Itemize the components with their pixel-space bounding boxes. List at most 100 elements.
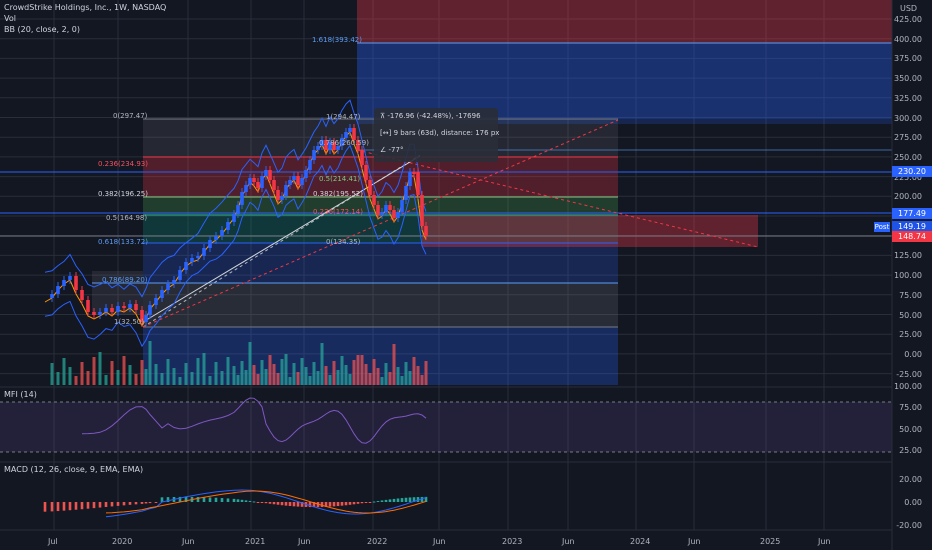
candle-body — [376, 205, 380, 215]
volume-bar — [256, 374, 260, 385]
volume-bar — [412, 357, 416, 385]
candle-body — [276, 190, 280, 200]
candle-body — [214, 236, 218, 240]
fib-zone-red — [143, 157, 618, 197]
price-tick: 75.00 — [899, 290, 922, 300]
candle-body — [248, 178, 252, 185]
volume-bar — [380, 377, 384, 385]
macd-histogram-bar — [296, 502, 300, 507]
candle-body — [396, 212, 400, 218]
macd-histogram-bar — [202, 497, 206, 502]
macd-histogram-bar — [140, 502, 144, 504]
price-badge-230: 230.20 — [892, 166, 932, 177]
volume-bar — [104, 375, 108, 385]
candle-body — [404, 186, 408, 200]
volume-bar — [376, 368, 380, 385]
macd-histogram-bar — [412, 497, 416, 502]
fib-zone-green — [143, 197, 618, 215]
volume-bar — [348, 374, 352, 385]
candle-body — [202, 248, 206, 256]
macd-histogram-bar — [196, 497, 200, 502]
macd-histogram-bar — [352, 502, 356, 505]
macd-histogram-bar — [324, 502, 328, 507]
macd-histogram-bar — [404, 497, 408, 502]
volume-bar — [68, 367, 72, 385]
candle-body — [172, 280, 176, 284]
macd-histogram-bar — [268, 502, 272, 504]
volume-bar — [268, 355, 272, 385]
fib-small-label-0: 0(134.35) — [326, 238, 361, 246]
mfi-legend[interactable]: MFI (14) — [4, 390, 37, 399]
candle-body — [56, 286, 60, 294]
volume-bar — [172, 368, 176, 385]
price-tick: 325.00 — [894, 93, 922, 103]
volume-bar — [396, 367, 400, 385]
macd-histogram-bar — [208, 497, 212, 502]
candle-body — [360, 150, 364, 165]
candle-body — [332, 142, 336, 150]
bollinger-legend[interactable]: BB (20, close, 2, 0) — [4, 25, 80, 34]
macd-histogram-bar — [144, 502, 148, 504]
fib-label-0618: 0.618(133.72) — [98, 238, 148, 246]
macd-histogram-bar — [356, 502, 360, 504]
macd-histogram-bar — [50, 502, 54, 512]
macd-histogram-bar — [184, 496, 188, 502]
volume-bar — [74, 376, 78, 385]
price-tick: 375.00 — [894, 54, 922, 64]
currency-label: USD — [900, 4, 918, 13]
fib-label-0236: 0.236(234.93) — [98, 160, 148, 168]
macd-histogram-bar — [62, 502, 66, 511]
macd-histogram-bar — [154, 502, 158, 503]
volume-bar — [50, 363, 54, 385]
volume-bar — [190, 372, 194, 385]
mfi-tick: 25.00 — [899, 446, 922, 455]
fib-zone-blue-mid — [143, 243, 618, 283]
volume-bar — [400, 376, 404, 385]
volume-legend[interactable]: Vol — [4, 14, 16, 23]
candle-body — [260, 176, 264, 188]
candle-body — [190, 258, 194, 262]
macd-histogram-bar — [110, 502, 114, 507]
macd-legend[interactable]: MACD (12, 26, close, 9, EMA, EMA) — [4, 465, 144, 474]
volume-bar — [328, 375, 332, 385]
candle-body — [240, 192, 244, 205]
volume-bar — [388, 372, 392, 385]
macd-histogram-bar — [288, 502, 292, 507]
volume-bar — [110, 361, 114, 385]
fib-zone-gray-lower — [143, 283, 618, 327]
fib-small-label-0786: 0.786(260.59) — [319, 139, 369, 147]
volume-bar — [276, 373, 280, 385]
candle-body — [316, 146, 320, 150]
macd-histogram-bar — [272, 502, 276, 505]
symbol-title[interactable]: CrowdStrike Holdings, Inc., 1W, NASDAQ — [4, 3, 167, 12]
macd-histogram-bar — [336, 502, 340, 507]
fib-small-label-1: 1(294.47) — [326, 113, 361, 121]
fib-label-05: 0.5(164.98) — [106, 214, 148, 222]
volume-bar — [288, 377, 292, 385]
macd-histogram-bar — [214, 497, 218, 502]
time-tick: 2021 — [245, 537, 266, 546]
volume-bar — [248, 342, 252, 385]
volume-bar — [134, 374, 138, 385]
price-tick: 100.00 — [894, 271, 922, 281]
macd-histogram-bar — [256, 502, 260, 503]
volume-bar — [404, 362, 408, 385]
macd-histogram-bar — [300, 502, 304, 507]
macd-panel — [0, 461, 892, 518]
price-tick: 200.00 — [894, 192, 922, 202]
fib-zone-red-right — [422, 215, 758, 247]
candle-body — [104, 308, 108, 312]
macd-histogram-bar — [332, 502, 336, 507]
volume-bar — [166, 359, 170, 385]
macd-histogram-bar — [178, 496, 182, 502]
volume-bar — [98, 352, 102, 385]
candle-body — [356, 140, 360, 150]
volume-bar — [332, 361, 336, 385]
fib-label-0786: 0.786(89.20) — [102, 276, 148, 284]
candle-body — [236, 205, 240, 214]
volume-bar — [202, 353, 206, 385]
macd-histogram-bar — [284, 502, 288, 506]
volume-bar — [424, 361, 428, 385]
candle-body — [280, 196, 284, 200]
